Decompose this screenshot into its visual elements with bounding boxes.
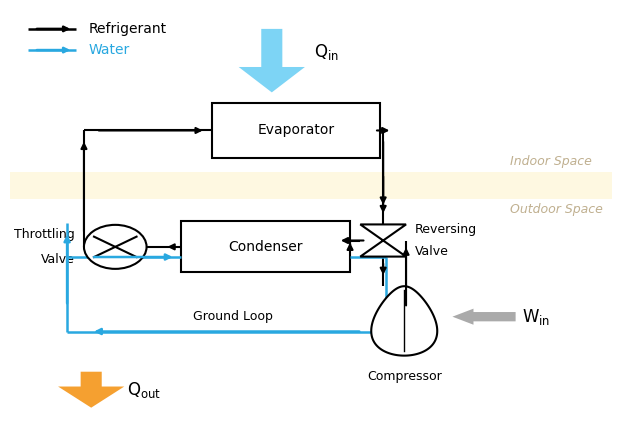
Text: Compressor: Compressor	[367, 371, 442, 383]
Text: W$_\mathregular{in}$: W$_\mathregular{in}$	[522, 307, 550, 327]
Polygon shape	[452, 309, 515, 325]
Text: Water: Water	[88, 43, 129, 57]
Circle shape	[84, 225, 147, 269]
Text: Valve: Valve	[415, 245, 449, 258]
Polygon shape	[239, 29, 305, 92]
Text: Ground Loop: Ground Loop	[193, 310, 273, 323]
Text: Indoor Space: Indoor Space	[510, 155, 592, 167]
Bar	[10, 172, 612, 199]
Text: Q$_\mathregular{in}$: Q$_\mathregular{in}$	[314, 42, 339, 62]
Text: Reversing: Reversing	[415, 223, 477, 236]
Text: Outdoor Space: Outdoor Space	[510, 204, 603, 216]
Bar	[212, 103, 380, 158]
Text: Valve: Valve	[41, 253, 75, 266]
Text: Throttling: Throttling	[14, 227, 75, 241]
Polygon shape	[360, 225, 406, 256]
Text: Q$_\mathregular{out}$: Q$_\mathregular{out}$	[127, 380, 162, 400]
Bar	[182, 222, 350, 272]
Text: Refrigerant: Refrigerant	[88, 22, 167, 36]
Text: Evaporator: Evaporator	[257, 124, 334, 138]
Polygon shape	[371, 286, 437, 356]
Text: Condenser: Condenser	[228, 240, 303, 254]
Polygon shape	[58, 372, 124, 408]
